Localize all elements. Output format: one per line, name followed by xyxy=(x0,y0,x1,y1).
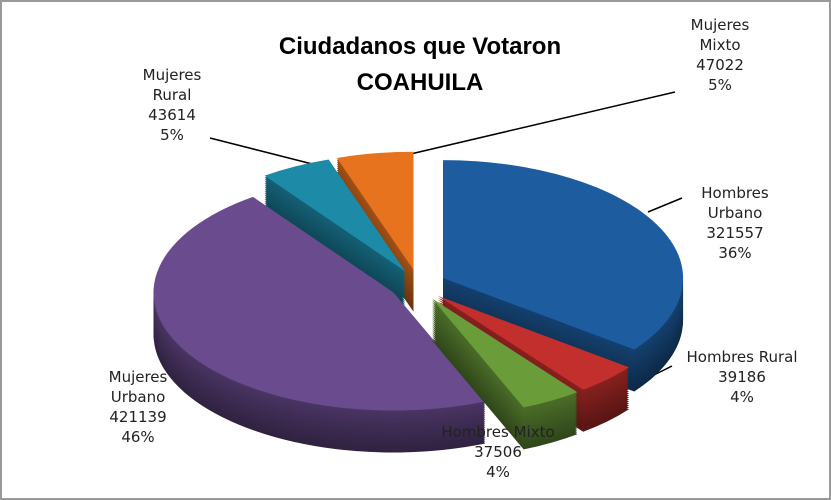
slice xyxy=(336,151,414,270)
slice xyxy=(264,159,406,272)
leader-line xyxy=(384,91,676,161)
label-name: Urbano xyxy=(708,204,763,222)
label-name: Rural xyxy=(153,86,192,104)
label-value: 39186 xyxy=(718,368,766,386)
labels: Hombres Urbano 321557 36% Hombres Rural 39186… xyxy=(109,16,798,481)
label-value: 421139 xyxy=(109,408,166,426)
label-percent: 4% xyxy=(486,463,510,481)
label-percent: 46% xyxy=(121,428,154,446)
data-label: Mujeres Mixto 47022 5% xyxy=(691,16,750,94)
slice xyxy=(437,295,629,390)
slice xyxy=(443,160,684,350)
label-value: 47022 xyxy=(696,56,744,74)
label-value: 37506 xyxy=(474,443,522,461)
data-label: Mujeres Urbano 421139 46% xyxy=(109,368,168,446)
data-label: Hombres Rural 39186 4% xyxy=(686,348,797,406)
label-value: 43614 xyxy=(148,106,196,124)
chart-title: Ciudadanos que Votaron xyxy=(279,33,561,60)
label-percent: 4% xyxy=(730,388,754,406)
label-value: 321557 xyxy=(706,224,763,242)
chart-subtitle: COAHUILA xyxy=(357,69,484,96)
label-name: Mujeres xyxy=(109,368,168,386)
slice xyxy=(431,298,578,408)
leader-line xyxy=(647,197,683,213)
label-name: Hombres Mixto xyxy=(441,423,554,441)
slice xyxy=(153,196,486,411)
pie xyxy=(153,151,684,453)
label-name: Mujeres xyxy=(691,16,750,34)
label-percent: 36% xyxy=(718,244,751,262)
data-label: Hombres Urbano 321557 36% xyxy=(701,184,769,262)
label-name: Hombres Rural xyxy=(686,348,797,366)
data-label: Mujeres Rural 43614 5% xyxy=(143,66,202,144)
label-name: Mixto xyxy=(699,36,740,54)
label-percent: 5% xyxy=(708,76,732,94)
label-name: Mujeres xyxy=(143,66,202,84)
label-name: Hombres xyxy=(701,184,769,202)
label-percent: 5% xyxy=(160,126,184,144)
label-name: Urbano xyxy=(111,388,166,406)
leader-line xyxy=(209,137,329,169)
data-label: Hombres Mixto 37506 4% xyxy=(441,423,554,481)
